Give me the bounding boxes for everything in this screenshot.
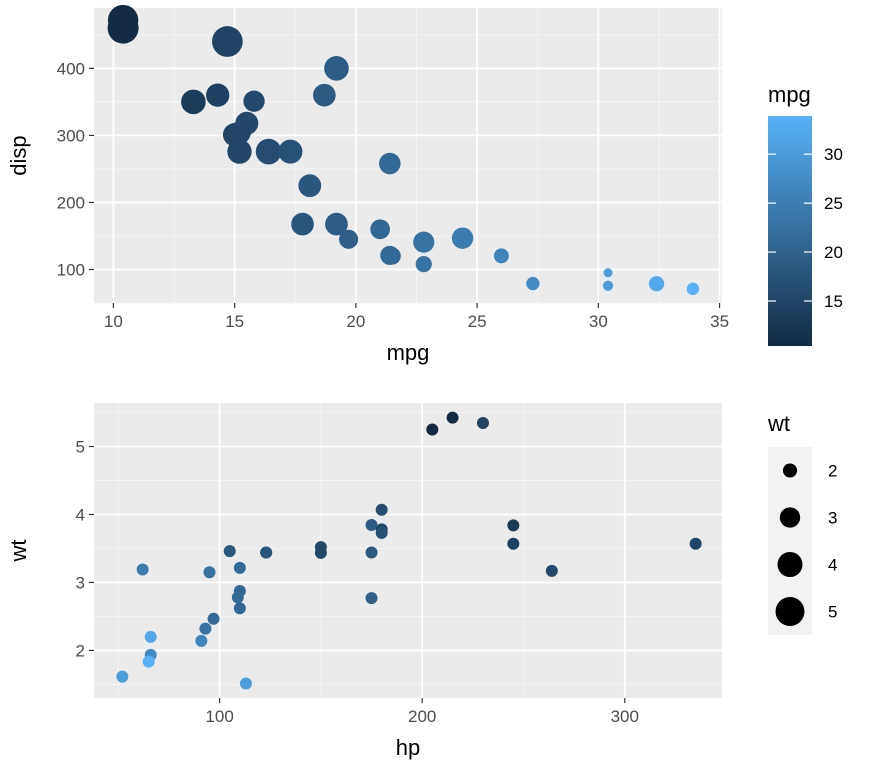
data-point [228, 121, 251, 145]
y-tick-label: 400 [57, 59, 85, 78]
data-point [324, 56, 349, 81]
color-legend-label: 30 [824, 145, 843, 164]
data-point [603, 268, 613, 278]
y-axis-title: wt [6, 540, 31, 563]
size-legend-key [782, 463, 798, 478]
color-legend-label: 15 [824, 292, 843, 311]
color-legend-bar [768, 116, 812, 346]
data-point [375, 526, 388, 539]
data-point [426, 423, 439, 436]
data-point [291, 212, 314, 236]
data-point [689, 537, 702, 550]
data-point [383, 247, 401, 265]
data-point [415, 256, 432, 273]
x-tick-label: 30 [589, 312, 608, 331]
data-point [260, 546, 273, 559]
data-point [375, 503, 388, 516]
x-axis-title: mpg [387, 340, 430, 365]
data-point [278, 139, 303, 164]
data-point [107, 4, 139, 36]
data-point [365, 519, 378, 532]
data-point [243, 90, 265, 112]
data-point [203, 566, 216, 579]
x-tick-label: 200 [408, 707, 436, 726]
data-point [602, 280, 614, 291]
data-point [313, 83, 336, 107]
data-point [136, 563, 149, 576]
data-point [233, 561, 246, 574]
panel-background [94, 8, 722, 303]
data-point [339, 229, 359, 249]
data-point [116, 670, 129, 683]
x-tick-label: 25 [468, 312, 487, 331]
data-point [142, 655, 155, 668]
data-point [507, 537, 520, 550]
data-point [648, 276, 665, 292]
data-point [325, 212, 348, 236]
y-tick-label: 3 [76, 573, 85, 592]
data-point [365, 592, 378, 605]
data-point [195, 634, 208, 647]
data-point [526, 276, 540, 291]
size-legend-label: 2 [828, 462, 837, 481]
x-tick-label: 300 [611, 707, 639, 726]
y-tick-label: 5 [76, 438, 85, 457]
size-legend-label: 5 [828, 603, 837, 622]
y-axis-title: disp [6, 135, 31, 175]
data-point [181, 89, 206, 115]
data-point [212, 26, 243, 57]
data-point [686, 282, 700, 296]
x-tick-label: 15 [225, 312, 244, 331]
color-legend-label: 25 [824, 194, 843, 213]
size-legend-label: 4 [828, 556, 837, 575]
data-point [413, 231, 435, 253]
size-legend-title: wt [767, 411, 790, 436]
data-point [298, 174, 322, 198]
x-axis-title: hp [396, 735, 420, 760]
data-point [239, 677, 252, 690]
y-tick-label: 2 [76, 641, 85, 660]
data-point [476, 417, 489, 430]
data-point [507, 519, 520, 532]
data-point [207, 612, 220, 625]
top-plot-panel: 10 15 20 25 30 35 100 200 300 400 mpg disp [6, 4, 729, 365]
data-point [379, 152, 401, 175]
data-point [451, 227, 474, 249]
wt-size-legend: wt 2 3 4 5 [767, 411, 837, 635]
data-point [365, 546, 378, 559]
x-tick-label: 35 [710, 312, 729, 331]
data-point [233, 602, 246, 615]
x-tick-label: 20 [346, 312, 365, 331]
x-tick-label: 100 [205, 707, 233, 726]
data-point [231, 591, 244, 604]
x-tick-label: 10 [104, 312, 123, 331]
mpg-color-legend: mpg 15 20 25 30 [768, 82, 843, 346]
size-legend-key [775, 597, 805, 626]
size-legend-key [777, 551, 803, 578]
size-legend-label: 3 [828, 509, 837, 528]
color-legend-title: mpg [768, 82, 811, 107]
data-point [545, 564, 558, 577]
data-point [493, 248, 509, 264]
color-legend-label: 20 [824, 243, 843, 262]
data-point [199, 622, 212, 635]
y-tick-label: 4 [76, 505, 85, 524]
size-legend-key [779, 507, 801, 528]
data-point [446, 411, 459, 424]
y-tick-label: 100 [57, 260, 85, 279]
y-tick-label: 300 [57, 126, 85, 145]
y-tick-label: 200 [57, 193, 85, 212]
bottom-plot-panel: 100 200 300 2 3 4 5 hp wt [6, 403, 722, 760]
panel-background [94, 403, 722, 698]
data-point [144, 630, 157, 643]
data-point [206, 83, 230, 107]
data-point [223, 545, 236, 558]
data-point [314, 546, 327, 559]
data-point [371, 220, 390, 239]
data-point [255, 138, 282, 165]
